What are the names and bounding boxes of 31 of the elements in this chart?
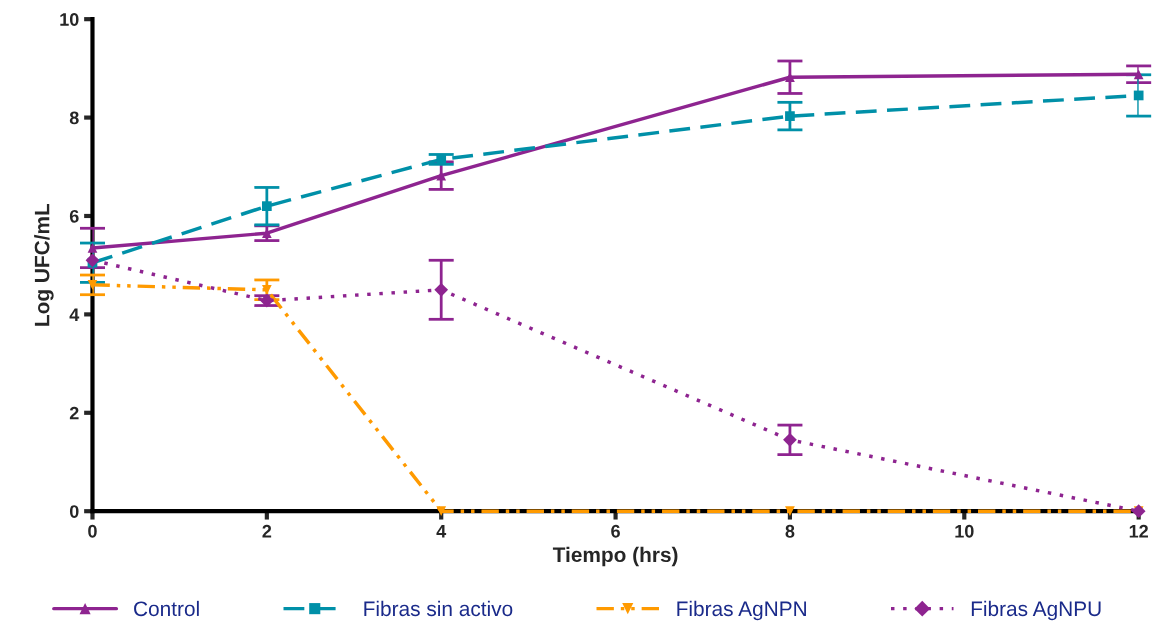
x-tick-label: 0	[88, 524, 97, 538]
y-tick-label: 2	[69, 406, 79, 420]
point	[785, 111, 795, 121]
point	[785, 506, 795, 517]
x-tick-label: 8	[785, 524, 795, 538]
y-tick-label: 0	[69, 505, 79, 518]
x-tick-label: 2	[262, 524, 272, 538]
x-tick-label: 12	[1129, 524, 1148, 538]
y-tick-label: 6	[69, 209, 79, 223]
point	[87, 243, 98, 253]
y-tick-label: 10	[60, 13, 79, 26]
y-tick-label: 8	[69, 111, 79, 125]
point	[783, 432, 797, 447]
point	[1133, 90, 1144, 101]
point	[1133, 69, 1144, 80]
point	[261, 201, 272, 211]
x-tick-label: 4	[436, 525, 447, 538]
point	[436, 506, 447, 517]
legend-label: Fibras AgNPU	[971, 600, 1101, 621]
point	[85, 253, 100, 268]
y-tick-label: 4	[69, 308, 80, 321]
point	[434, 282, 449, 297]
y-axis-title: Log UFC/mL	[34, 203, 54, 326]
legend-label: Fibras AgNPN	[677, 600, 806, 621]
point	[259, 293, 274, 308]
legend-label: Control	[134, 600, 199, 617]
legend-label: Fibras sin activo	[364, 600, 513, 617]
point	[87, 280, 98, 290]
x-tick-label: 10	[955, 524, 974, 538]
x-tick-label: 6	[611, 524, 620, 538]
x-axis-title: Tiempo (hrs)	[552, 546, 678, 567]
